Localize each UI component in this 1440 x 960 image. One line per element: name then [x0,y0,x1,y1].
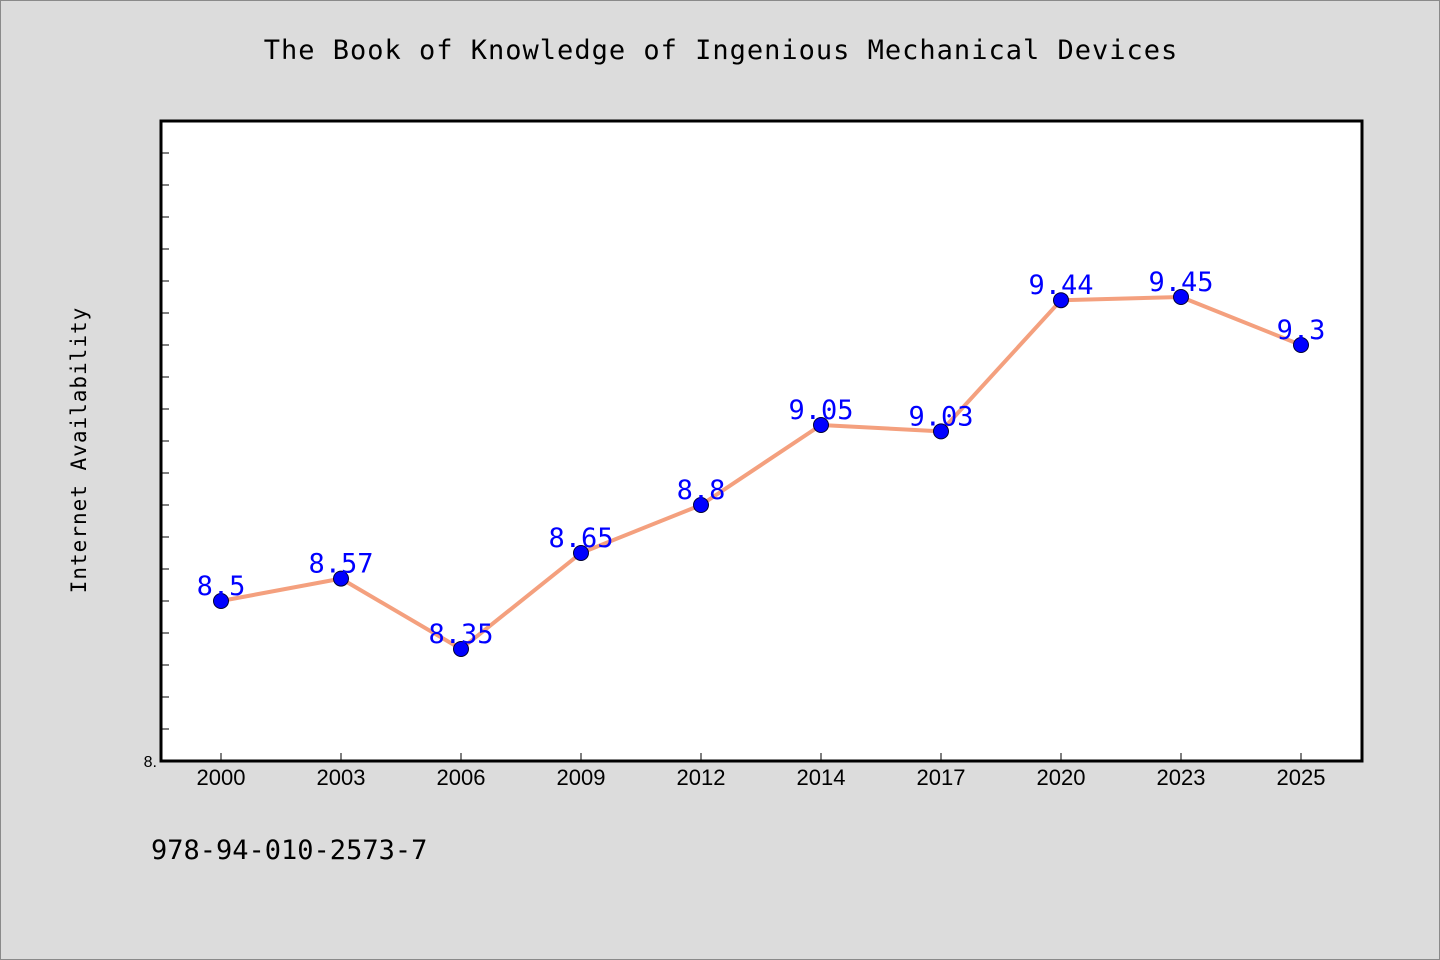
data-point [933,423,949,440]
data-point [573,545,589,561]
data-label: 8.35 [428,619,493,650]
data-point [333,570,349,587]
data-point [213,593,229,609]
series-layer [213,289,1309,657]
data-label: 9.05 [788,395,853,426]
x-tick-label: 2023 [1157,765,1206,790]
footer-code: 978-94-010-2573-7 [151,835,428,866]
data-point [453,641,469,657]
series-line [219,295,1303,651]
data-labels-layer: 8.5 8.57 8.35 8.65 8.8 9.05 9.03 9.44 9.45 9.3 [197,267,1326,650]
x-tick-label: 2009 [557,765,606,790]
data-point [813,417,829,433]
x-tick-label: 2012 [677,765,726,790]
x-tick-label: 2000 [197,765,246,790]
data-point [1053,292,1069,309]
x-tick-label: 2020 [1037,765,1086,790]
x-tick-label: 2017 [917,765,966,790]
data-point [1293,337,1309,353]
data-label: 8.65 [548,523,613,554]
y-tick-label: 8. [144,754,157,771]
x-tick-label: 2025 [1277,765,1326,790]
data-label: 8.57 [308,549,373,580]
data-label: 8.8 [677,475,726,506]
x-tick-label: 2006 [437,765,486,790]
data-label: 9.44 [1028,270,1093,301]
data-point [1173,289,1189,305]
data-label: 9.3 [1277,315,1326,346]
chart-title: The Book of Knowledge of Ingenious Mecha… [263,35,1179,66]
data-label: 9.45 [1148,267,1213,298]
axes-layer: 8. Internet Availability 2000 2003 2006 2009 2… [67,119,1364,790]
data-label: 8.5 [197,571,246,602]
y-axis-label: Internet Availability [67,307,91,594]
plot-area [159,119,1364,763]
data-label: 9.03 [908,401,973,432]
x-tick-label: 2014 [797,765,846,790]
data-point [693,497,709,513]
x-tick-label: 2003 [317,765,366,790]
